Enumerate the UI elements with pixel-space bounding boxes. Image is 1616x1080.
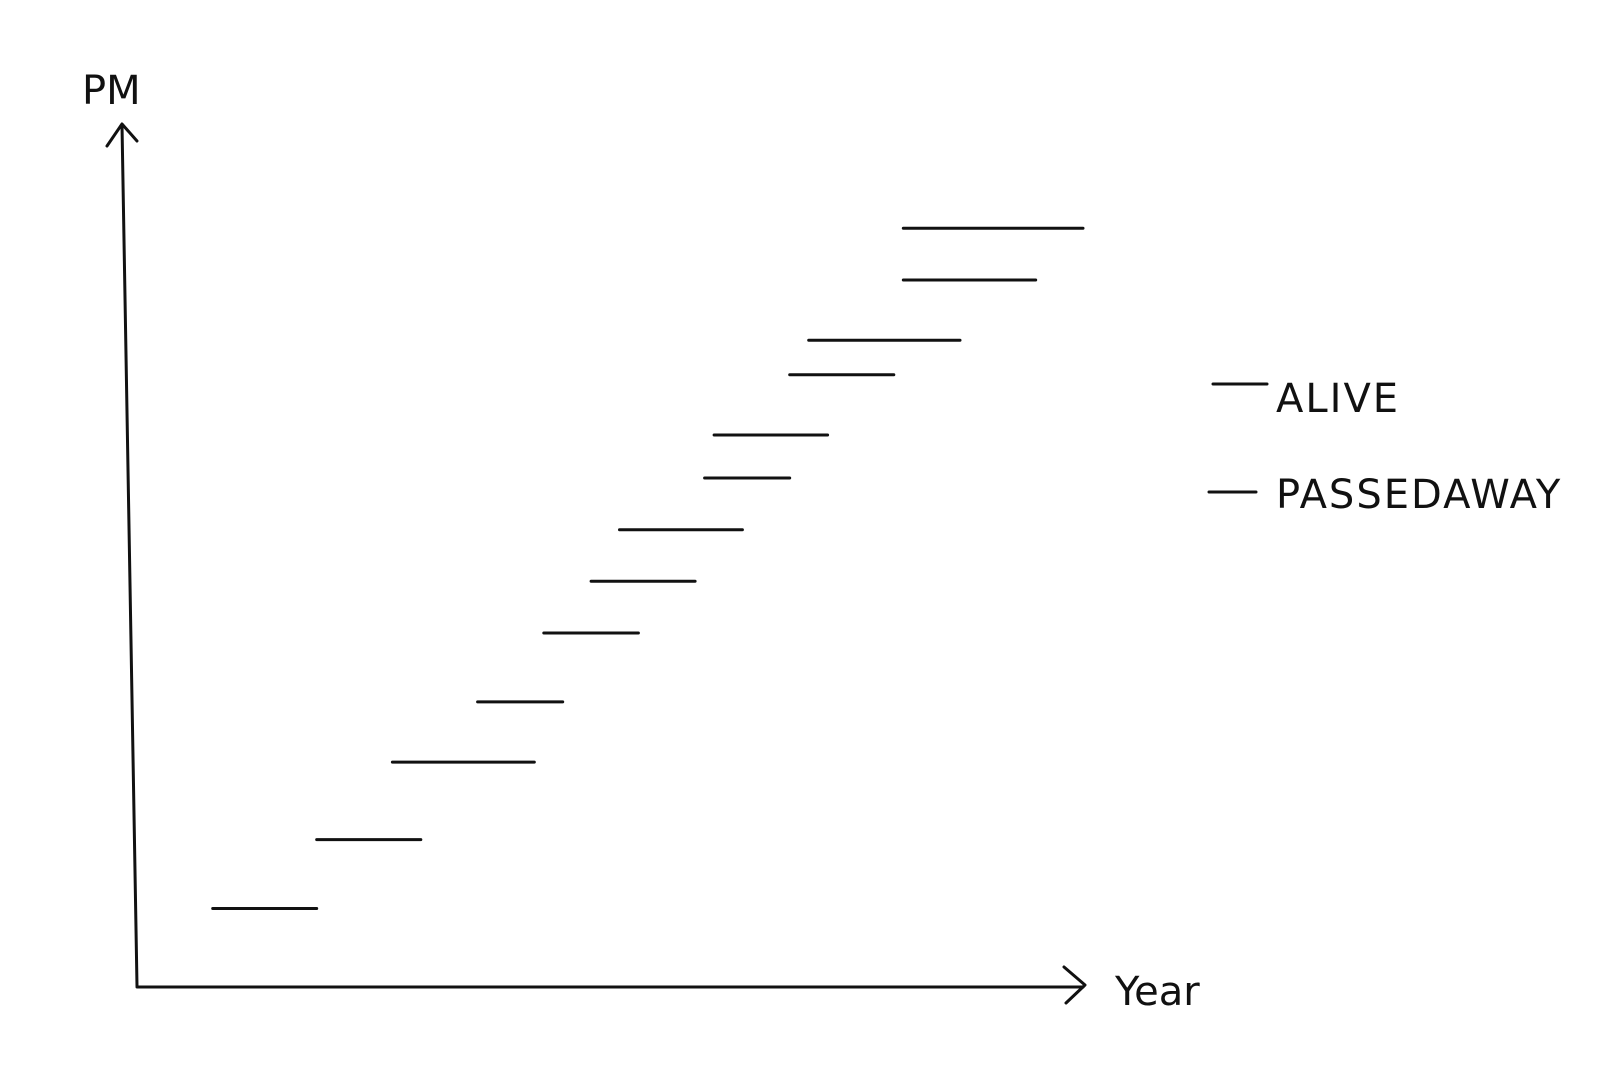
x-axis-arrowhead	[1062, 965, 1087, 1005]
x-axis-label: Year	[1114, 969, 1200, 1015]
data-segments	[211, 226, 1085, 910]
y-axis-arrowhead	[105, 122, 139, 148]
axes	[105, 122, 1087, 1005]
y-axis-line	[120, 123, 139, 988]
legend-label-alive: ALIVE	[1276, 376, 1400, 422]
legend-label-passedaway: PASSEDAWAY	[1276, 472, 1562, 518]
legend: ALIVE PASSEDAWAY	[1207, 376, 1562, 518]
y-axis-label: PM	[82, 68, 141, 114]
